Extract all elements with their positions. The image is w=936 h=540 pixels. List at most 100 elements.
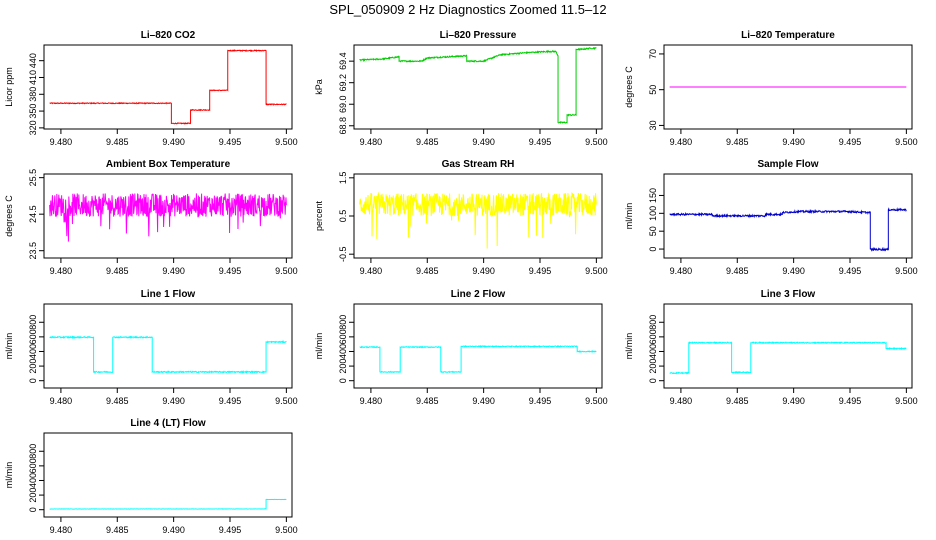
chart-panel: Ambient Box Temperature 9.480 9.485 9.490 9.… — [4, 159, 298, 276]
x-tick-label: 9.500 — [275, 396, 298, 406]
x-tick-label: 9.480 — [50, 137, 73, 147]
chart-panel: Li–820 Temperature 9.480 9.485 9.490 9.495 9.… — [624, 30, 918, 147]
y-tick-label: 400 — [648, 344, 658, 359]
x-tick-label: 9.485 — [416, 137, 439, 147]
x-tick-label: 9.495 — [529, 137, 552, 147]
y-axis-label: kPa — [314, 79, 324, 95]
panel-title: Gas Stream RH — [442, 159, 515, 170]
x-tick-label: 9.490 — [782, 266, 805, 276]
x-tick-label: 9.485 — [416, 396, 439, 406]
y-tick-label: 0 — [28, 507, 38, 512]
x-tick-label: 9.500 — [585, 396, 608, 406]
data-series-line — [359, 46, 597, 125]
x-tick-label: 9.480 — [360, 137, 383, 147]
x-tick-label: 9.480 — [670, 396, 693, 406]
plot-frame — [663, 303, 913, 389]
x-tick-label: 9.495 — [839, 137, 862, 147]
x-tick-label: 9.495 — [219, 266, 242, 276]
y-tick-label: 800 — [28, 315, 38, 330]
y-tick-label: 800 — [338, 315, 348, 330]
x-tick-label: 9.480 — [50, 396, 73, 406]
y-tick-label: 25.5 — [28, 169, 38, 187]
y-axis-label: ml/min — [624, 333, 634, 360]
y-tick-label: 70 — [648, 49, 658, 59]
y-tick-label: 150 — [648, 188, 658, 203]
y-axis-label: degrees C — [4, 195, 14, 237]
chart-panel: Line 4 (LT) Flow 9.480 9.485 9.490 9.495 9.50… — [4, 418, 298, 535]
panel-title: Ambient Box Temperature — [106, 159, 231, 170]
y-tick-label: 600 — [28, 458, 38, 473]
y-tick-label: 320 — [28, 120, 38, 135]
y-tick-label: 200 — [338, 359, 348, 374]
y-tick-label: 800 — [648, 315, 658, 330]
x-tick-label: 9.480 — [360, 266, 383, 276]
y-tick-label: 200 — [648, 359, 658, 374]
data-series-line — [359, 344, 597, 374]
chart-panel: Sample Flow 9.480 9.485 9.490 9.495 9.500 0 50 1… — [624, 159, 918, 276]
y-tick-label: 0 — [648, 378, 658, 383]
panel-title: Li–820 Temperature — [741, 30, 835, 41]
chart-panel: Line 1 Flow 9.480 9.485 9.490 9.495 9.500 0 200… — [4, 289, 298, 406]
data-series-line — [669, 341, 907, 375]
x-tick-label: 9.500 — [585, 137, 608, 147]
x-tick-label: 9.485 — [106, 396, 129, 406]
y-tick-label: 350 — [28, 104, 38, 119]
x-tick-label: 9.500 — [895, 266, 918, 276]
y-tick-label: 400 — [28, 344, 38, 359]
x-tick-label: 9.500 — [895, 396, 918, 406]
x-tick-label: 9.495 — [529, 396, 552, 406]
y-tick-label: 69.2 — [338, 74, 348, 92]
x-tick-label: 9.490 — [162, 266, 185, 276]
y-tick-label: 440 — [28, 53, 38, 68]
chart-panels: Li–820 CO2 9.480 9.485 9.490 9.495 9.500 32035… — [4, 30, 918, 535]
y-axis-label: ml/min — [624, 203, 634, 230]
x-tick-label: 9.490 — [782, 396, 805, 406]
y-axis-label: ml/min — [4, 462, 14, 489]
plot-frame — [353, 173, 603, 259]
plot-frame — [43, 432, 293, 518]
y-tick-label: 1.5 — [338, 172, 348, 185]
x-tick-label: 9.480 — [50, 525, 73, 535]
x-tick-label: 9.485 — [106, 525, 129, 535]
x-tick-label: 9.500 — [275, 137, 298, 147]
y-tick-label: 400 — [338, 344, 348, 359]
x-tick-label: 9.485 — [416, 266, 439, 276]
plot-frame — [353, 44, 603, 130]
y-tick-label: 410 — [28, 70, 38, 85]
y-tick-label: 50 — [648, 226, 658, 236]
x-tick-label: 9.490 — [162, 525, 185, 535]
plot-frame — [43, 303, 293, 389]
x-tick-label: 9.490 — [472, 396, 495, 406]
data-series-line — [359, 191, 597, 249]
x-tick-label: 9.490 — [162, 137, 185, 147]
x-tick-label: 9.495 — [219, 137, 242, 147]
x-tick-label: 9.500 — [275, 266, 298, 276]
x-tick-label: 9.480 — [360, 396, 383, 406]
y-tick-label: 50 — [648, 85, 658, 95]
y-axis-label: ml/min — [314, 333, 324, 360]
y-tick-label: 0 — [648, 247, 658, 252]
y-tick-label: 800 — [28, 444, 38, 459]
y-tick-label: 0 — [28, 378, 38, 383]
data-series-line — [49, 335, 287, 374]
y-axis-label: Licor ppm — [4, 67, 14, 107]
y-tick-label: 30 — [648, 120, 658, 130]
y-tick-label: 69.4 — [338, 52, 348, 70]
y-tick-label: 200 — [28, 488, 38, 503]
x-tick-label: 9.485 — [726, 396, 749, 406]
y-tick-label: 200 — [28, 359, 38, 374]
chart-panel: Gas Stream RH 9.480 9.485 9.490 9.495 9.500 -0… — [314, 159, 608, 276]
chart-panel: Li–820 Pressure 9.480 9.485 9.490 9.495 9.500… — [314, 30, 608, 147]
chart-panel: Line 2 Flow 9.480 9.485 9.490 9.495 9.500 0 200… — [314, 289, 608, 406]
x-tick-label: 9.495 — [839, 396, 862, 406]
y-tick-label: 24.5 — [28, 205, 38, 223]
x-tick-label: 9.490 — [162, 396, 185, 406]
x-tick-label: 9.480 — [670, 137, 693, 147]
x-tick-label: 9.480 — [670, 266, 693, 276]
y-tick-label: 68.8 — [338, 117, 348, 135]
panel-title: Line 4 (LT) Flow — [130, 418, 206, 429]
data-series-line — [49, 193, 287, 242]
x-tick-label: 9.495 — [529, 266, 552, 276]
x-tick-label: 9.495 — [219, 525, 242, 535]
x-tick-label: 9.490 — [472, 266, 495, 276]
